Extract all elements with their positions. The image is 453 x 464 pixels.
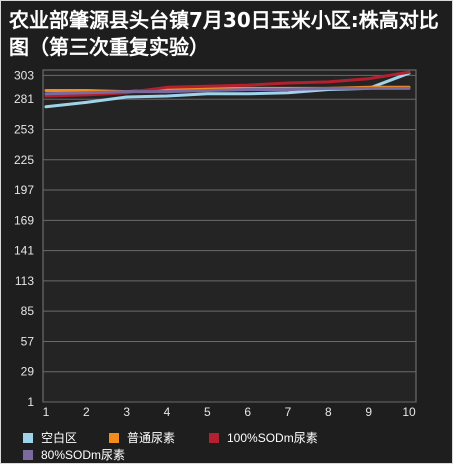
y-tick-label: 1 (27, 395, 34, 409)
y-tick-label: 281 (14, 92, 34, 106)
x-tick-label: 5 (204, 405, 211, 419)
y-tick-label: 85 (21, 304, 35, 318)
x-tick-label: 8 (325, 405, 332, 419)
series-line (44, 86, 411, 96)
series-line (44, 70, 411, 98)
chart-title: 农业部肇源县头台镇7月30日玉米小区:株高对比图（第三次重复实验） (9, 8, 439, 59)
plot-area (42, 69, 417, 403)
legend-label: 普通尿素 (127, 431, 176, 445)
legend-item: 100%SODm尿素 (209, 429, 318, 446)
y-tick-label: 57 (21, 334, 35, 348)
x-tick-label: 4 (164, 405, 171, 419)
y-tick-label: 141 (14, 244, 34, 258)
legend-label: 100%SODm尿素 (227, 431, 318, 445)
legend-label: 空白区 (41, 431, 78, 445)
x-tick-label: 7 (285, 405, 292, 419)
y-tick-label: 197 (14, 183, 34, 197)
x-tick-label: 3 (123, 405, 130, 419)
y-tick-label: 253 (14, 122, 34, 136)
legend-item: 80%SODm尿素 (23, 446, 125, 463)
legend-item: 空白区 (23, 429, 77, 446)
x-tick-label: 10 (402, 405, 416, 419)
y-tick-label: 225 (14, 153, 34, 167)
legend-swatch (23, 449, 33, 460)
y-tick-label: 169 (14, 213, 34, 227)
x-tick-label: 1 (43, 405, 50, 419)
chart-svg: 1 29 57 85 113 141 169 197 225 253 281 303 1 2 3 4 5 6 7 8 9… (14, 68, 417, 419)
x-tick-label: 9 (365, 405, 372, 419)
y-tick-label: 29 (21, 365, 35, 379)
x-tick-label: 6 (244, 405, 251, 419)
legend-label: 80%SODm尿素 (41, 448, 126, 462)
legend-swatch (23, 432, 33, 443)
legend-swatch (209, 432, 219, 443)
x-tick-label: 2 (83, 405, 90, 419)
y-tick-label: 303 (14, 68, 34, 82)
legend-swatch (109, 432, 119, 443)
legend-item: 普通尿素 (109, 429, 175, 446)
y-tick-label: 113 (15, 274, 34, 288)
